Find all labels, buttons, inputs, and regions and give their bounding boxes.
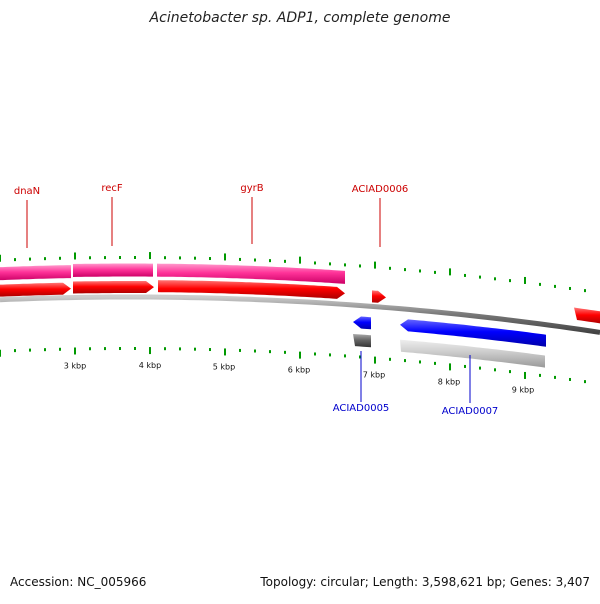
gene-feature-ACIAD0007[interactable] xyxy=(400,339,545,368)
cds-feature-recF[interactable] xyxy=(73,281,154,294)
cds-feature-ACIAD0005[interactable] xyxy=(353,316,371,330)
gene-feature-dnaN[interactable] xyxy=(0,265,71,281)
scale-labels: 3 kbp 4 kbp 5 kbp 6 kbp 7 kbp 8 kbp 9 kbp xyxy=(64,361,534,395)
gene-feature-ACIAD0005[interactable] xyxy=(353,334,371,348)
gene-label-forward[interactable]: gyrB xyxy=(240,183,263,194)
cds-feature-gyrB[interactable] xyxy=(158,280,345,299)
scale-label: 3 kbp xyxy=(64,361,86,370)
inner-tick-marks xyxy=(0,347,586,384)
cds-feature-ACIAD0007[interactable] xyxy=(400,319,546,347)
scale-label: 6 kbp xyxy=(288,366,310,375)
genome-title: Acinetobacter sp. ADP1, complete genome xyxy=(149,10,451,26)
gene-label-forward[interactable]: dnaN xyxy=(14,186,40,197)
scale-label: 5 kbp xyxy=(213,362,235,371)
scale-label: 8 kbp xyxy=(438,377,460,386)
gene-feature-recF[interactable] xyxy=(73,263,153,278)
gene-label-reverse[interactable]: ACIAD0005 xyxy=(333,403,390,414)
chromosome-backbone xyxy=(0,294,600,335)
topology-text: Topology: circular; Length: 3,598,621 bp… xyxy=(260,575,590,589)
accession-text: Accession: NC_005966 xyxy=(10,575,147,589)
scale-label: 9 kbp xyxy=(512,386,534,395)
feature-labels: dnaN recF gyrB ACIAD0006 ACIAD0005 ACIAD0007 xyxy=(14,183,498,417)
scale-label: 4 kbp xyxy=(139,361,161,370)
gene-label-forward[interactable]: ACIAD0006 xyxy=(352,184,409,195)
gene-label-forward[interactable]: recF xyxy=(101,183,123,194)
cds-feature-ACIAD0006[interactable] xyxy=(372,290,386,303)
cds-feature-next[interactable] xyxy=(574,307,600,325)
gene-feature-gyrB[interactable] xyxy=(157,263,345,284)
gene-label-reverse[interactable]: ACIAD0007 xyxy=(442,406,499,417)
outer-tick-marks xyxy=(0,252,586,293)
scale-label: 7 kbp xyxy=(363,371,385,380)
feature-tracks xyxy=(0,263,600,368)
cds-feature-dnaN[interactable] xyxy=(0,282,71,297)
